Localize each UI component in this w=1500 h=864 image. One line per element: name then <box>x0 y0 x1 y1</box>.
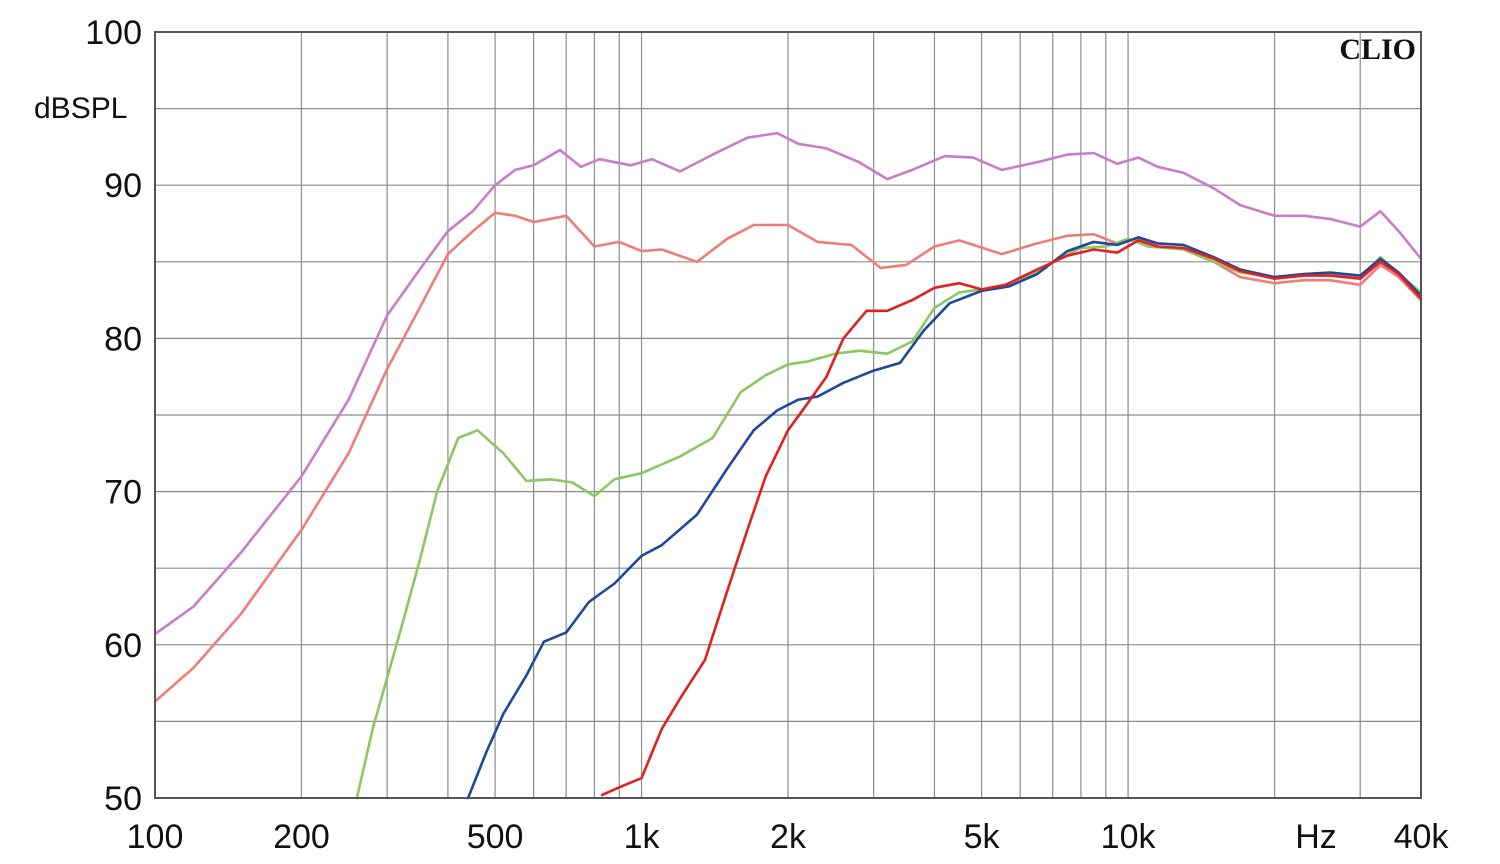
y-tick-label: 60 <box>104 627 142 665</box>
x-tick-label: 10k <box>1101 818 1157 856</box>
x-tick-label: 1k <box>624 818 661 856</box>
y-tick-label: 100 <box>85 14 142 52</box>
x-tick-label: 5k <box>964 818 1001 856</box>
x-axis-tick-labels: 100 200 500 1k 2k 5k 10k 40k <box>127 818 1450 856</box>
y-tick-label: 50 <box>104 780 142 818</box>
x-tick-label: 500 <box>467 818 524 856</box>
y-tick-label: 70 <box>104 474 142 512</box>
x-tick-label: 100 <box>127 818 184 856</box>
x-tick-label: 2k <box>770 818 807 856</box>
y-tick-label: 90 <box>104 167 142 205</box>
series-line-2 <box>153 211 1423 703</box>
x-tick-label: 40k <box>1394 818 1450 856</box>
series-line-5 <box>600 239 1423 797</box>
series-lines <box>153 131 1423 800</box>
y-axis-tick-labels: 50 60 70 80 90 100 <box>85 14 142 818</box>
series-line-3 <box>355 237 1423 800</box>
series-line-4 <box>466 236 1423 800</box>
clio-brand-label: CLIO <box>1339 33 1416 66</box>
x-tick-label: 200 <box>273 818 330 856</box>
x-axis-unit-label: Hz <box>1295 818 1337 856</box>
grid <box>155 32 1421 798</box>
y-axis-label: dBSPL <box>34 92 127 125</box>
y-tick-label: 80 <box>104 320 142 358</box>
plot-frame <box>154 31 1422 799</box>
series-line-1 <box>153 131 1423 636</box>
